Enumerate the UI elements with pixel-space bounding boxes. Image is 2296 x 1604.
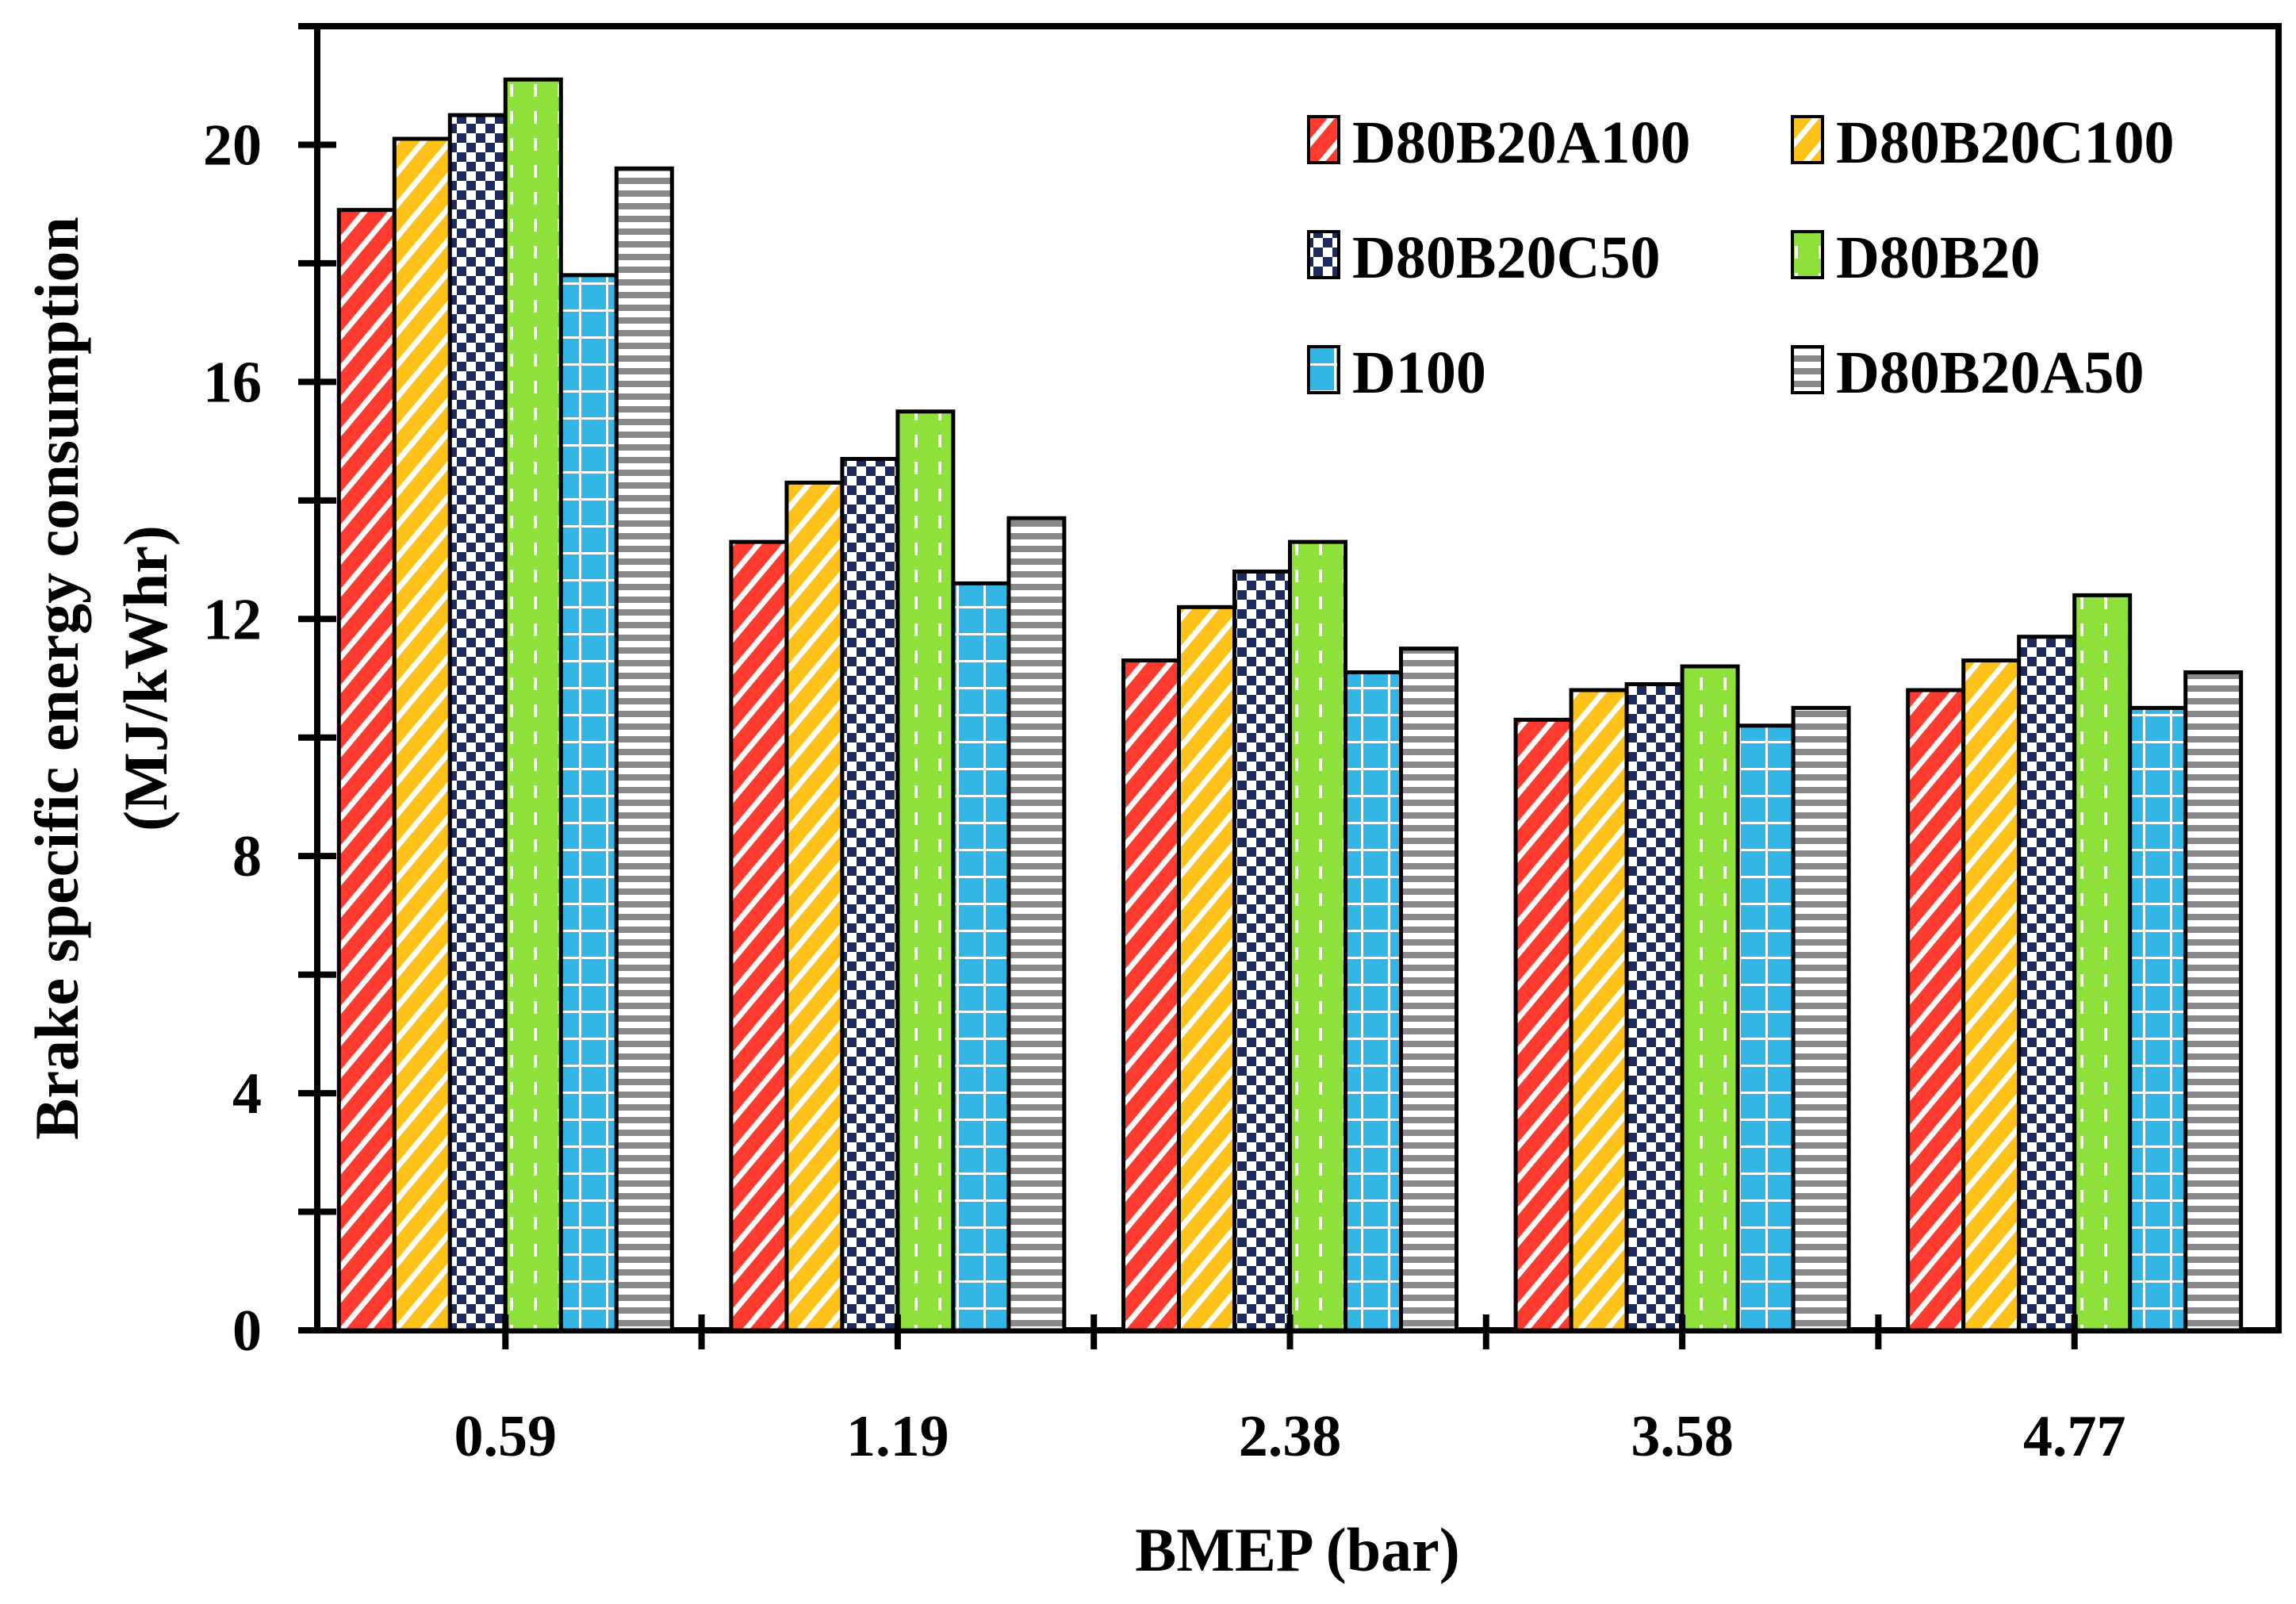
legend-swatch-d80b20c100 xyxy=(1791,115,1824,164)
bar-d100-3-58 xyxy=(1735,723,1796,1333)
bar-d80b20a100-3-58 xyxy=(1513,717,1573,1333)
bar-d80b20a100-0-59 xyxy=(336,208,397,1333)
y-tick-label: 4 xyxy=(232,1061,262,1126)
x-axis-title: BMEP (bar) xyxy=(1135,1515,1459,1584)
bar-d80b20-3-58 xyxy=(1680,664,1740,1333)
bar-d80b20c50-0-59 xyxy=(447,113,508,1333)
x-tick-label-1-19: 1.19 xyxy=(846,1404,949,1469)
bar-d80b20a100-1-19 xyxy=(729,539,789,1333)
y-tick-label: 12 xyxy=(203,587,262,652)
bar-d80b20c50-3-58 xyxy=(1624,681,1685,1333)
bar-d80b20-2-38 xyxy=(1288,539,1347,1333)
legend-swatch-d100 xyxy=(1307,345,1340,394)
bar-d80b20a100-2-38 xyxy=(1121,658,1181,1333)
bar-d80b20a50-1-19 xyxy=(1006,516,1067,1333)
legend-label-d100: D100 xyxy=(1352,340,1486,406)
x-axis-ticks: 0.59 1.19 2.38 3.58 4.77 xyxy=(454,1314,2126,1469)
y-axis-title-line2: (MJ/kWhr) xyxy=(111,525,180,831)
x-tick-label-3-58: 3.58 xyxy=(1631,1404,1734,1469)
bars-group xyxy=(336,77,2244,1333)
x-tick-label-2-38: 2.38 xyxy=(1239,1404,1342,1469)
bar-d80b20-0-59 xyxy=(503,77,563,1333)
bar-d80b20-4-77 xyxy=(2072,593,2133,1333)
bar-d80b20a50-2-38 xyxy=(1399,647,1458,1333)
bar-d80b20c50-2-38 xyxy=(1232,569,1292,1333)
bar-d100-0-59 xyxy=(558,273,619,1333)
legend-swatch-d80b20 xyxy=(1791,230,1824,279)
bar-d80b20-1-19 xyxy=(895,409,956,1333)
bar-d80b20a50-4-77 xyxy=(2183,670,2244,1333)
bar-d80b20a100-4-77 xyxy=(1906,688,1966,1333)
y-axis-title: Brake specific energy consumption (MJ/kW… xyxy=(22,217,180,1139)
legend-label-d80b20c50: D80B20C50 xyxy=(1352,224,1660,291)
y-axis-ticks: 0 4 8 12 16 20 xyxy=(203,23,336,1364)
legend-swatch-d80b20a100 xyxy=(1307,115,1340,164)
legend-swatch-d80b20c50 xyxy=(1307,230,1340,279)
y-tick-label: 16 xyxy=(203,350,262,415)
bar-d80b20c100-3-58 xyxy=(1569,688,1629,1333)
bar-d80b20a50-0-59 xyxy=(614,166,674,1333)
y-axis-title-line1: Brake specific energy consumption xyxy=(22,217,91,1139)
bar-d80b20c100-0-59 xyxy=(392,136,452,1333)
legend: D80B20A100 D80B20C100 D80B20C50 D80B20 D100 D… xyxy=(1307,109,2174,406)
y-tick-label: 8 xyxy=(232,824,262,889)
bar-d80b20c100-2-38 xyxy=(1177,604,1236,1333)
legend-label-d80b20a100: D80B20A100 xyxy=(1352,109,1690,176)
y-tick-label: 20 xyxy=(203,113,262,178)
bar-d80b20c100-4-77 xyxy=(1961,658,2022,1333)
legend-label-d80b20a50: D80B20A50 xyxy=(1836,340,2144,406)
bar-d100-1-19 xyxy=(951,581,1011,1333)
bar-d80b20c100-1-19 xyxy=(784,480,845,1333)
legend-swatch-d80b20a50 xyxy=(1791,345,1824,394)
y-tick-label: 0 xyxy=(232,1299,262,1364)
legend-label-d80b20c100: D80B20C100 xyxy=(1836,109,2174,176)
bar-d80b20a50-3-58 xyxy=(1791,705,1851,1333)
x-tick-label-4-77: 4.77 xyxy=(2023,1404,2126,1469)
legend-label-d80b20: D80B20 xyxy=(1836,224,2041,291)
bar-d80b20c50-1-19 xyxy=(840,457,900,1333)
bar-d80b20c50-4-77 xyxy=(2017,635,2077,1333)
bar-d100-2-38 xyxy=(1343,670,1403,1333)
x-tick-label-0-59: 0.59 xyxy=(454,1404,558,1469)
bar-d100-4-77 xyxy=(2128,705,2188,1333)
